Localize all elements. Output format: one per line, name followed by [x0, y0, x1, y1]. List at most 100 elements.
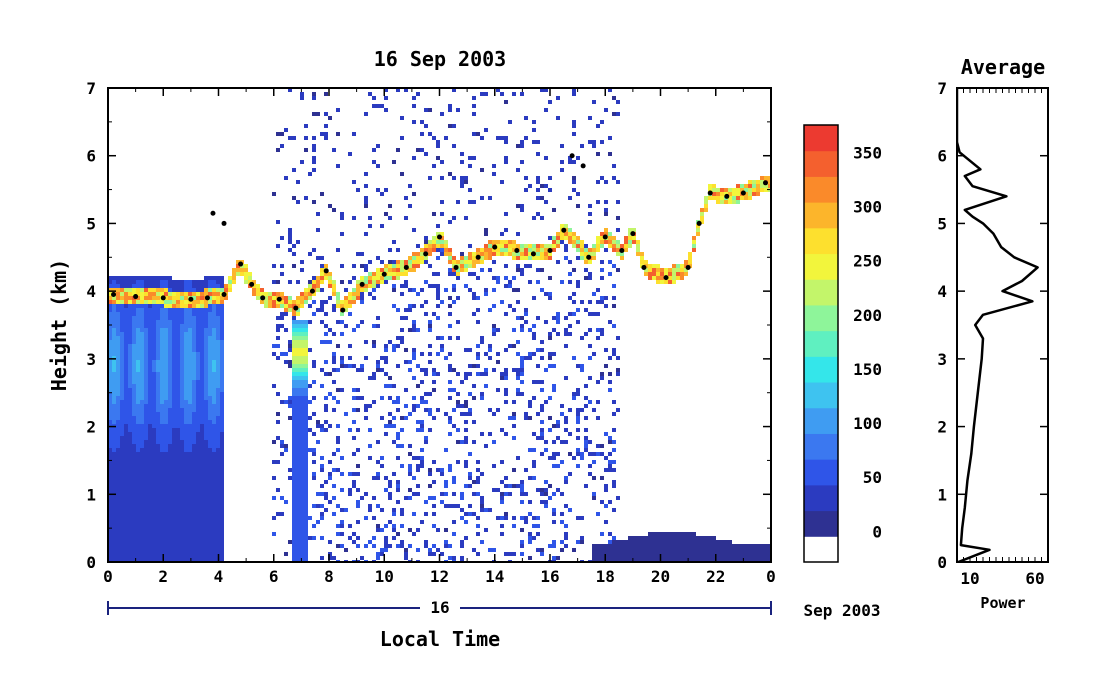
heatmap-cell: [144, 444, 148, 448]
heatmap-cell: [152, 376, 156, 380]
heatmap-cell: [352, 264, 356, 268]
heatmap-cell: [192, 364, 196, 368]
heatmap-cell: [376, 324, 380, 328]
layer-top-point: [403, 264, 409, 270]
heatmap-cell: [148, 384, 152, 388]
heatmap-cell: [152, 456, 156, 460]
heatmap-cell: [452, 124, 456, 128]
heatmap-cell: [428, 284, 432, 288]
heatmap-cell: [108, 448, 112, 452]
heatmap-cell: [332, 368, 336, 372]
heatmap-cell: [272, 264, 276, 268]
heatmap-cell: [188, 416, 192, 420]
heatmap-cell: [184, 540, 188, 544]
heatmap-cell: [604, 432, 608, 436]
heatmap-cell: [208, 332, 212, 336]
heatmap-cell: [196, 324, 200, 328]
heatmap-cell: [756, 544, 760, 548]
heatmap-cell: [612, 284, 616, 288]
heatmap-cell: [452, 284, 456, 288]
heatmap-cell: [576, 308, 580, 312]
heatmap-cell: [308, 320, 312, 324]
heatmap-cell: [280, 236, 284, 240]
heatmap-cell: [768, 184, 771, 188]
heatmap-cell: [212, 304, 216, 308]
heatmap-cell: [688, 252, 692, 256]
heatmap-cell: [340, 520, 344, 524]
heatmap-cell: [576, 388, 580, 392]
heatmap-cell: [196, 300, 200, 304]
heatmap-cell: [148, 480, 152, 484]
heatmap-cell: [128, 376, 132, 380]
heatmap-cell: [284, 500, 288, 504]
layer-top-point: [381, 271, 387, 277]
heatmap-cell: [136, 348, 140, 352]
heatmap-cell: [168, 332, 172, 336]
heatmap-cell: [116, 280, 120, 284]
heatmap-cell: [360, 300, 364, 304]
heatmap-cell: [428, 244, 432, 248]
heatmap-cell: [176, 472, 180, 476]
heatmap-cell: [564, 536, 568, 540]
heatmap-cell: [140, 296, 144, 300]
heatmap-cell: [696, 232, 700, 236]
heatmap-cell: [748, 180, 752, 184]
heatmap-cell: [496, 136, 500, 140]
heatmap-cell: [156, 280, 160, 284]
heatmap-cell: [708, 188, 712, 192]
heatmap-cell: [180, 536, 184, 540]
heatmap-cell: [208, 456, 212, 460]
heatmap-cell: [124, 408, 128, 412]
heatmap-cell: [144, 328, 148, 332]
heatmap-cell: [180, 312, 184, 316]
heatmap-cell: [448, 220, 452, 224]
heatmap-cell: [164, 372, 168, 376]
heatmap-cell: [300, 396, 304, 400]
heatmap-cell: [396, 408, 400, 412]
heatmap-cell: [356, 368, 360, 372]
heatmap-cell: [168, 328, 172, 332]
heatmap-cell: [572, 396, 576, 400]
heatmap-cell: [144, 468, 148, 472]
heatmap-cell: [220, 328, 224, 332]
heatmap-cell: [612, 428, 616, 432]
heatmap-cell: [648, 552, 652, 556]
heatmap-cell: [564, 504, 568, 508]
heatmap-cell: [108, 440, 112, 444]
heatmap-cell: [128, 524, 132, 528]
heatmap-cell: [708, 536, 712, 540]
heatmap-cell: [588, 300, 592, 304]
heatmap-cell: [320, 256, 324, 260]
heatmap-cell: [476, 468, 480, 472]
heatmap-cell: [408, 184, 412, 188]
heatmap-cell: [136, 328, 140, 332]
heatmap-cell: [624, 236, 628, 240]
heatmap-cell: [456, 392, 460, 396]
heatmap-cell: [504, 140, 508, 144]
heatmap-cell: [476, 460, 480, 464]
heatmap-cell: [552, 364, 556, 368]
heatmap-cell: [200, 508, 204, 512]
heatmap-cell: [216, 376, 220, 380]
heatmap-cell: [480, 136, 484, 140]
heatmap-cell: [136, 384, 140, 388]
heatmap-cell: [292, 380, 296, 384]
heatmap-cell: [188, 436, 192, 440]
heatmap-cell: [220, 340, 224, 344]
heatmap-cell: [220, 384, 224, 388]
heatmap-cell: [124, 468, 128, 472]
heatmap-cell: [396, 364, 400, 368]
heatmap-cell: [108, 432, 112, 436]
heatmap-cell: [156, 524, 160, 528]
heatmap-cell: [408, 260, 412, 264]
heatmap-cell: [508, 344, 512, 348]
heatmap-cell: [512, 344, 516, 348]
heatmap-cell: [204, 428, 208, 432]
heatmap-cell: [700, 548, 704, 552]
heatmap-cell: [500, 492, 504, 496]
heatmap-cell: [204, 416, 208, 420]
heatmap-cell: [192, 388, 196, 392]
heatmap-cell: [124, 536, 128, 540]
heatmap-cell: [344, 304, 348, 308]
heatmap-cell: [108, 472, 112, 476]
